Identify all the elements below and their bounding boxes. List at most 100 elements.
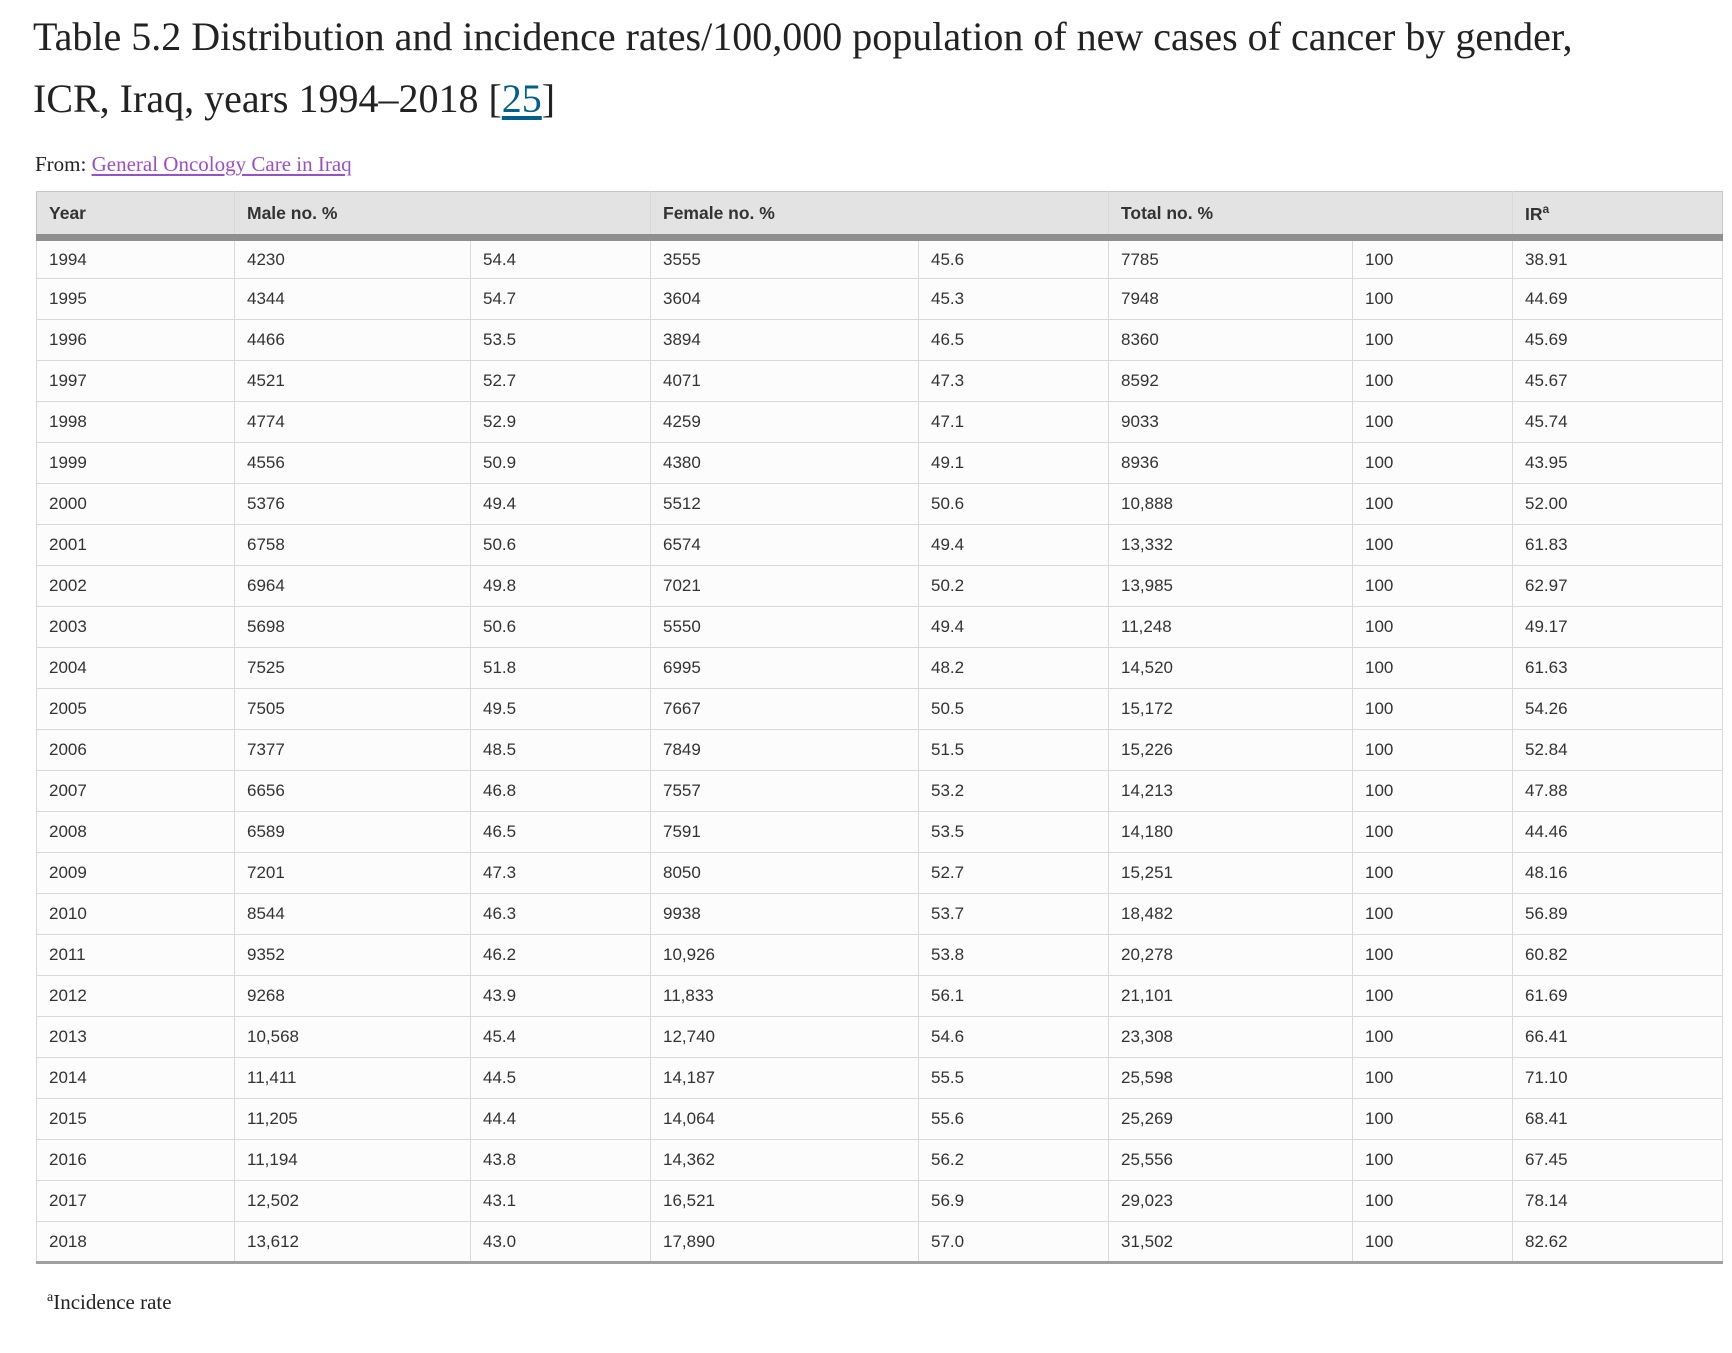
table-cell: 38.91 [1512,237,1723,279]
table-cell: 54.26 [1512,688,1723,730]
table-cell: 49.4 [918,524,1109,566]
table-cell: 14,520 [1108,647,1353,689]
table-cell: 100 [1352,1016,1513,1058]
table-cell: 8544 [234,893,471,935]
table-cell: 44.4 [470,1098,651,1140]
table-cell: 50.6 [470,524,651,566]
table-cell: 18,482 [1108,893,1353,935]
table-cell: 100 [1352,360,1513,402]
table-cell: 52.84 [1512,729,1723,771]
table-row: 2009 7201 47.3 8050 52.7 15,251 100 48.16 [36,852,1723,894]
table-cell: 9938 [650,893,919,935]
table-cell: 100 [1352,811,1513,853]
table-cell: 11,833 [650,975,919,1017]
table-cell: 11,248 [1108,606,1353,648]
table-row: 2011 9352 46.2 10,926 53.8 20,278 100 60.82 [36,934,1723,976]
table-cell: 2000 [36,483,235,525]
table-cell: 2016 [36,1139,235,1181]
table-cell: 100 [1352,524,1513,566]
table-cell: 54.6 [918,1016,1109,1058]
table-cell: 43.9 [470,975,651,1017]
table-cell: 48.2 [918,647,1109,689]
table-cell: 100 [1352,1098,1513,1140]
table-cell: 8050 [650,852,919,894]
table-cell: 52.9 [470,401,651,443]
table-cell: 54.4 [470,237,651,279]
table-cell: 14,180 [1108,811,1353,853]
table-row: 2007 6656 46.8 7557 53.2 14,213 100 47.88 [36,770,1723,812]
table-row: 2014 11,411 44.5 14,187 55.5 25,598 100 71.10 [36,1057,1723,1099]
table-cell: 50.5 [918,688,1109,730]
table-cell: 15,226 [1108,729,1353,771]
table-cell: 100 [1352,729,1513,771]
table-cell: 1997 [36,360,235,402]
table-row: 1997 4521 52.7 4071 47.3 8592 100 45.67 [36,360,1723,402]
table-cell: 44.69 [1512,278,1723,320]
table-cell: 100 [1352,442,1513,484]
table-cell: 50.6 [470,606,651,648]
table-cell: 4466 [234,319,471,361]
table-cell: 2003 [36,606,235,648]
table-title-text: Table 5.2 Distribution and incidence rat… [33,14,1573,121]
table-cell: 2010 [36,893,235,935]
table-cell: 100 [1352,647,1513,689]
table-cell: 56.9 [918,1180,1109,1222]
table-cell: 1999 [36,442,235,484]
table-cell: 7785 [1108,237,1353,279]
table-cell: 55.6 [918,1098,1109,1140]
table-cell: 55.5 [918,1057,1109,1099]
table-row: 2008 6589 46.5 7591 53.5 14,180 100 44.46 [36,811,1723,853]
table-cell: 7377 [234,729,471,771]
column-header-year: Year [36,191,235,241]
from-label: From: [35,152,92,176]
table-cell: 46.2 [470,934,651,976]
table-cell: 57.0 [918,1221,1109,1263]
table-cell: 43.8 [470,1139,651,1181]
table-cell: 14,187 [650,1057,919,1099]
table-cell: 61.63 [1512,647,1723,689]
table-row: 1995 4344 54.7 3604 45.3 7948 100 44.69 [36,278,1723,320]
table-cell: 52.7 [470,360,651,402]
table-cell: 7525 [234,647,471,689]
table-cell: 49.17 [1512,606,1723,648]
column-header-ir: IRa [1512,191,1723,241]
table-cell: 47.3 [470,852,651,894]
table-cell: 2013 [36,1016,235,1058]
table-cell: 7667 [650,688,919,730]
table-cell: 21,101 [1108,975,1353,1017]
table-cell: 2004 [36,647,235,689]
table-cell: 7201 [234,852,471,894]
table-cell: 25,556 [1108,1139,1353,1181]
table-cell: 82.62 [1512,1221,1723,1263]
table-cell: 45.6 [918,237,1109,279]
table-cell: 13,332 [1108,524,1353,566]
table-cell: 51.5 [918,729,1109,771]
table-footnote: aIncidence rate [47,1290,1732,1315]
table-cell: 5376 [234,483,471,525]
table-cell: 45.69 [1512,319,1723,361]
table-cell: 6574 [650,524,919,566]
table-cell: 25,269 [1108,1098,1353,1140]
table-cell: 60.82 [1512,934,1723,976]
table-row: 1994 4230 54.4 3555 45.6 7785 100 38.91 [36,237,1723,279]
table-cell: 100 [1352,770,1513,812]
table-cell: 4774 [234,401,471,443]
table-cell: 49.1 [918,442,1109,484]
table-cell: 51.8 [470,647,651,689]
table-cell: 1998 [36,401,235,443]
table-cell: 43.95 [1512,442,1723,484]
table-cell: 56.89 [1512,893,1723,935]
table-cell: 6758 [234,524,471,566]
table-cell: 100 [1352,1180,1513,1222]
source-book-link[interactable]: General Oncology Care in Iraq [91,152,352,176]
table-cell: 6995 [650,647,919,689]
reference-25-link[interactable]: 25 [501,76,542,121]
table-cell: 50.2 [918,565,1109,607]
table-cell: 29,023 [1108,1180,1353,1222]
table-cell: 13,985 [1108,565,1353,607]
table-cell: 53.5 [470,319,651,361]
table-cell: 2006 [36,729,235,771]
table-cell: 62.97 [1512,565,1723,607]
table-cell: 31,502 [1108,1221,1353,1263]
table-cell: 12,502 [234,1180,471,1222]
